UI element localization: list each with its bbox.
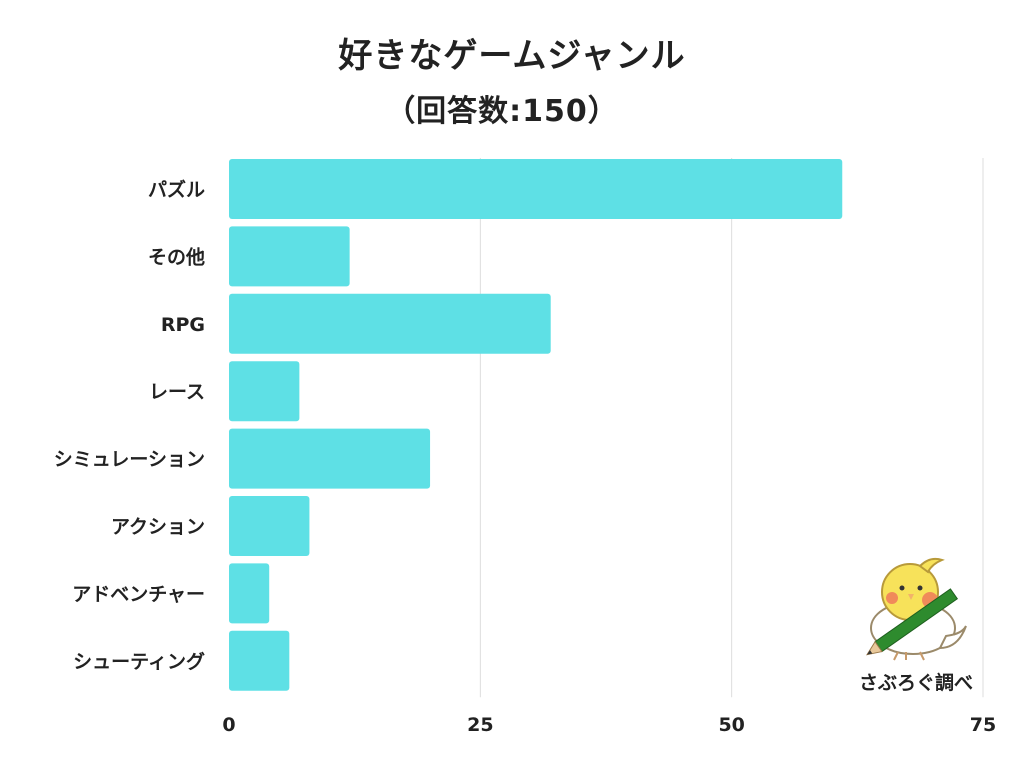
bars <box>229 159 843 691</box>
bar <box>229 226 350 287</box>
category-label: その他 <box>148 245 205 268</box>
bar <box>229 630 290 691</box>
bar <box>229 293 551 354</box>
x-tick-label: 75 <box>970 714 996 736</box>
category-label: レース <box>149 381 205 403</box>
bar <box>229 563 270 624</box>
bar <box>229 496 310 556</box>
chart-subtitle: （回答数:150） <box>385 94 619 129</box>
category-label: シミュレーション <box>54 449 205 471</box>
x-tick-labels: 0 25 50 75 <box>222 714 996 736</box>
bar <box>229 428 431 489</box>
bird-with-pencil-icon <box>866 557 967 661</box>
x-tick-label: 0 <box>222 714 235 736</box>
category-label: シューティング <box>73 650 205 673</box>
x-tick-label: 25 <box>467 714 493 736</box>
grid-lines <box>479 158 984 698</box>
bar <box>229 361 300 422</box>
category-label: アクション <box>111 516 205 538</box>
chart-title: 好きなゲームジャンル <box>338 36 686 76</box>
source-credit: さぶろぐ調べ <box>858 672 973 694</box>
category-label: パズル <box>148 178 205 201</box>
bar <box>229 159 843 219</box>
category-label: RPG <box>161 314 205 336</box>
category-label: アドベンチャー <box>72 583 205 605</box>
x-tick-label: 50 <box>718 714 744 736</box>
